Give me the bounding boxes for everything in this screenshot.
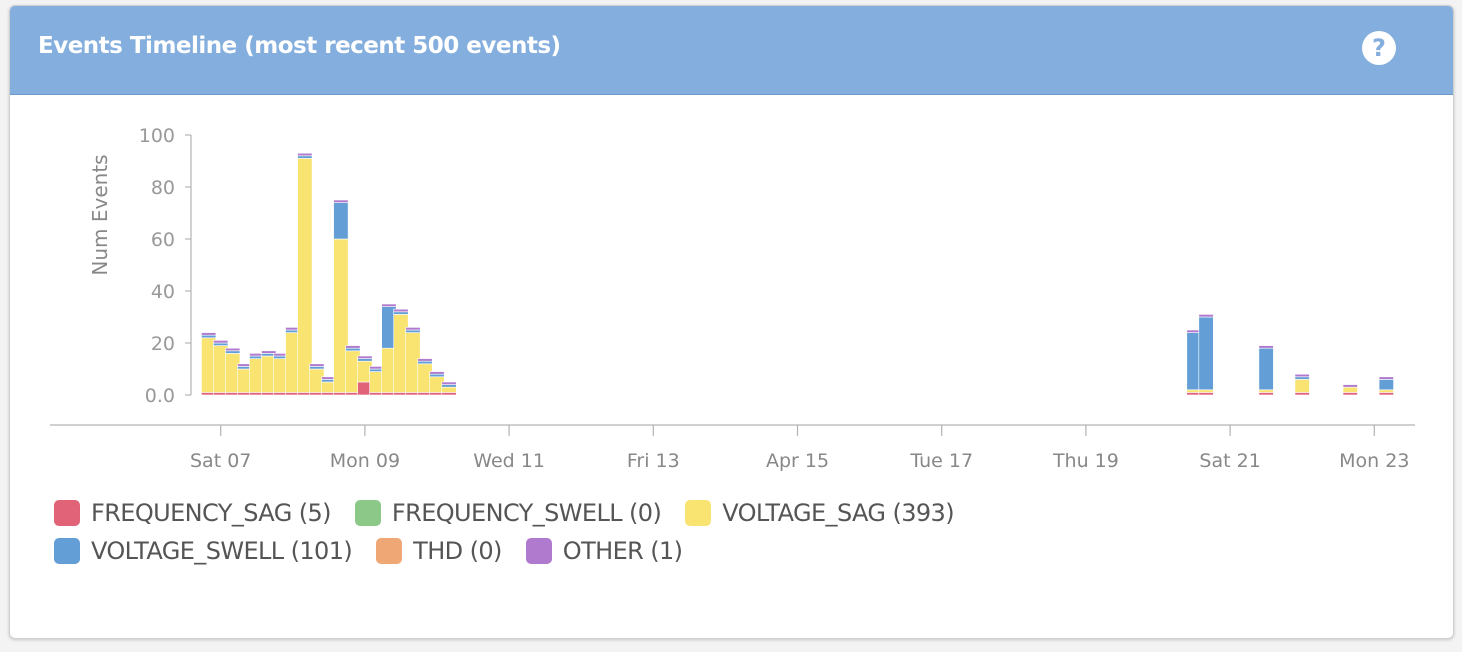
- x-tick-label: Tue 17: [909, 450, 973, 472]
- bar-segment-frequency-sag: [1294, 392, 1310, 396]
- bar-segment-other: [1294, 373, 1310, 378]
- bar-segment-voltage-sag: [297, 158, 313, 393]
- legend-label: VOLTAGE_SWELL (101): [91, 537, 353, 565]
- question-circle-icon[interactable]: ?: [1362, 31, 1396, 65]
- bar-segment-frequency-sag: [1258, 392, 1274, 396]
- legend-item-thd[interactable]: THD (0): [376, 537, 502, 565]
- x-tick-label: Wed 11: [473, 450, 545, 472]
- legend-row: VOLTAGE_SWELL (101) THD (0) OTHER (1): [54, 532, 1154, 570]
- bar-segment-other: [357, 355, 373, 359]
- bar-segment-voltage-swell: [417, 360, 433, 365]
- legend-row: FREQUENCY_SAG (5) FREQUENCY_SWELL (0) VO…: [54, 494, 1154, 532]
- legend-label: OTHER (1): [562, 537, 683, 565]
- legend-swatch: [685, 500, 712, 526]
- bar-segment-voltage-swell: [1258, 347, 1274, 391]
- legend-item-voltage-swell[interactable]: VOLTAGE_SWELL (101): [54, 537, 353, 565]
- legend-label: VOLTAGE_SAG (393): [722, 499, 954, 527]
- panel-header: Events Timeline (most recent 500 events)…: [10, 6, 1453, 95]
- events-timeline-panel: Events Timeline (most recent 500 events)…: [9, 5, 1454, 639]
- y-tick-label: 40: [151, 281, 175, 303]
- bar-segment-voltage-sag: [1258, 389, 1274, 393]
- bar-segment-voltage-swell: [225, 350, 241, 354]
- bar-segment-voltage-sag: [1342, 386, 1358, 393]
- bar-segment-frequency-sag: [1198, 392, 1214, 396]
- bar-segment-voltage-sag: [1294, 379, 1310, 393]
- legend-swatch: [54, 538, 80, 564]
- bar-segment-other: [1198, 314, 1214, 318]
- bar-segment-frequency-sag: [1342, 392, 1358, 396]
- legend-swatch: [54, 500, 80, 526]
- bar-segment-other: [429, 371, 445, 375]
- bar-segment-voltage-swell: [405, 329, 421, 333]
- legend-label: THD (0): [413, 537, 502, 565]
- legend-label: FREQUENCY_SWELL (0): [391, 499, 662, 527]
- bar-segment-other: [333, 199, 349, 203]
- x-tick-label: Apr 15: [766, 450, 829, 472]
- bar-segment-voltage-sag: [1378, 389, 1394, 393]
- bar-segment-other: [1258, 345, 1274, 349]
- x-tick-label: Fri 13: [627, 450, 680, 472]
- bar-segment-voltage-swell: [1198, 316, 1214, 391]
- legend-item-frequency-sag[interactable]: FREQUENCY_SAG (5): [54, 499, 332, 527]
- bar-segment-other: [441, 381, 457, 385]
- bar-segment-frequency-sag: [1378, 392, 1394, 396]
- y-tick-label: 20: [151, 333, 175, 355]
- legend-swatch: [354, 500, 381, 526]
- bar-segment-voltage-sag: [1198, 389, 1214, 393]
- y-tick-label: 0.0: [145, 385, 175, 407]
- y-axis-title: Num Events: [88, 154, 112, 275]
- question-mark-glyph: ?: [1372, 34, 1386, 62]
- bar-segment-voltage-swell: [1378, 379, 1394, 391]
- legend-swatch: [376, 538, 403, 564]
- bar-segment-other: [297, 152, 313, 157]
- x-tick-label: Mon 23: [1339, 450, 1409, 472]
- x-tick-label: Thu 19: [1052, 450, 1119, 472]
- bar-segment-voltage-swell: [201, 334, 217, 339]
- bar-segment-voltage-sag: [441, 386, 457, 393]
- bar-segment-voltage-swell: [429, 373, 445, 378]
- bar-segment-voltage-swell: [357, 358, 373, 362]
- bar-segment-other: [417, 358, 433, 362]
- bar-segment-voltage-swell: [393, 311, 409, 315]
- legend-item-other[interactable]: OTHER (1): [525, 537, 683, 565]
- bar-segment-other: [261, 350, 277, 354]
- y-tick-label: 60: [151, 229, 175, 251]
- legend-item-voltage-sag[interactable]: VOLTAGE_SAG (393): [685, 499, 955, 527]
- bar-segment-other: [1342, 384, 1358, 388]
- bar-segment-other: [345, 345, 361, 349]
- bar-segment-voltage-swell: [213, 342, 229, 346]
- bar-segment-other: [381, 303, 397, 307]
- bar-segment-voltage-swell: [333, 202, 349, 240]
- bar-segment-other: [393, 308, 409, 313]
- bar-segment-other: [1378, 376, 1394, 380]
- bar-segment-other: [201, 332, 217, 336]
- bar-segment-other: [225, 347, 241, 352]
- bar-segment-voltage-swell: [441, 384, 457, 388]
- y-tick-label: 80: [151, 177, 175, 199]
- bar-segment-voltage-swell: [297, 155, 313, 159]
- bar-segment-other: [309, 363, 325, 367]
- bar-segment-voltage-swell: [1294, 376, 1310, 380]
- panel-title: Events Timeline (most recent 500 events): [38, 33, 561, 59]
- x-tick-label: Sat 07: [190, 450, 251, 472]
- chart-legend: FREQUENCY_SAG (5) FREQUENCY_SWELL (0) VO…: [54, 494, 1154, 570]
- y-tick-label: 100: [139, 125, 175, 147]
- bar-segment-voltage-swell: [309, 366, 325, 370]
- bar-segment-other: [405, 327, 421, 331]
- bar-segment-voltage-swell: [345, 347, 361, 352]
- bar-segment-other: [213, 340, 229, 344]
- bar-segment-frequency-sag: [441, 392, 457, 396]
- legend-label: FREQUENCY_SAG (5): [91, 499, 332, 527]
- legend-item-frequency-swell[interactable]: FREQUENCY_SWELL (0): [354, 499, 662, 527]
- x-tick-label: Sat 21: [1199, 450, 1260, 472]
- x-tick-label: Mon 09: [330, 450, 400, 472]
- legend-swatch: [525, 538, 552, 564]
- events-bar-chart: 0.0 20 40 60 80 100 Num Events Sat 07 Mon 09 Wed …: [50, 125, 1415, 472]
